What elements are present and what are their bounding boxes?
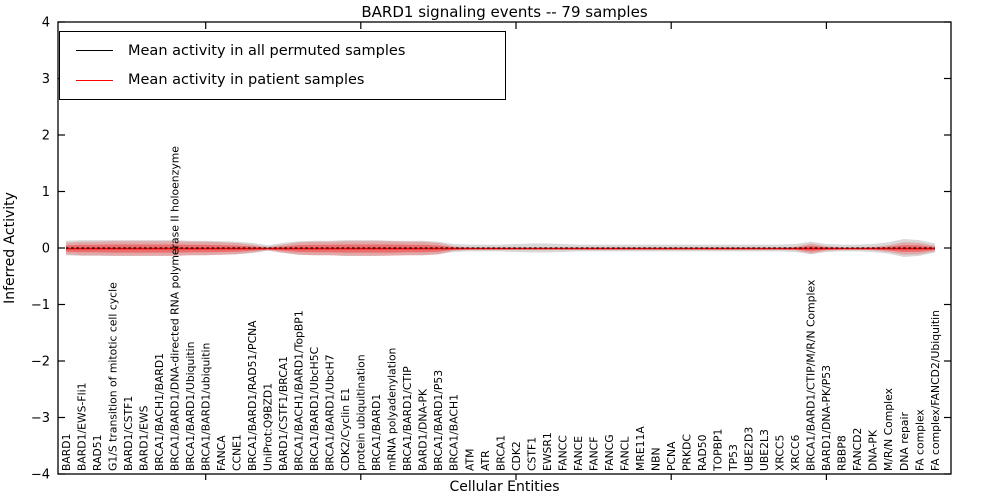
x-tick-label: FANCA [215, 435, 228, 471]
x-tick-label: RBBP8 [836, 435, 849, 471]
x-tick-label: CDK2 [510, 441, 523, 471]
x-tick-label: FANCD2 [851, 428, 864, 471]
x-tick-label: EWSR1 [541, 432, 554, 471]
x-tick-label: TOPBP1 [712, 429, 725, 472]
y-tick-label: 0 [42, 242, 50, 257]
x-tick-label: M/R/N Complex [882, 387, 895, 471]
x-tick-label: BRCA1/BACH1 [448, 394, 461, 471]
legend-item-patient: Mean activity in patient samples [60, 67, 505, 93]
y-tick-label: 2 [42, 129, 50, 144]
legend-line-patient-icon [76, 79, 113, 81]
x-tick-label: CSTF1 [525, 437, 538, 471]
x-tick-label: CDK2/Cyclin E1 [339, 388, 352, 471]
x-tick-label: BARD1/EWS [137, 405, 150, 471]
chart-title: BARD1 signaling events -- 79 samples [361, 3, 648, 21]
y-tick-label: −3 [31, 411, 50, 426]
x-tick-label: BARD1/DNA-PK/P53 [820, 365, 833, 471]
x-tick-label: PRKDC [681, 434, 694, 471]
y-tick-label: 1 [42, 185, 50, 200]
x-tick-label: G1/S transition of mitotic cell cycle [106, 282, 119, 471]
x-tick-label: MRE11A [634, 426, 647, 471]
y-tick-label: 4 [42, 16, 50, 31]
x-tick-label: UniProt:Q9BZD1 [262, 383, 275, 471]
x-tick-label: FA complex/FANCD2/Ubiquitin [929, 310, 942, 471]
x-tick-label: BRCA1/BARD1/UbcH5C [308, 347, 321, 471]
x-tick-label: UBE2L3 [758, 429, 771, 471]
x-tick-label: protein ubiquitination [355, 354, 368, 471]
x-tick-label: BRCA1/BARD1/DNA-directed RNA polymerase … [168, 146, 181, 471]
x-tick-label: mRNA polyadenylation [386, 348, 399, 471]
x-tick-label: BARD1 [60, 434, 73, 471]
x-tick-label: FANCL [618, 437, 631, 471]
x-tick-label: BRCA1 [494, 435, 507, 471]
x-tick-label: BRCA1/BARD1/ubiquitin [200, 343, 213, 471]
legend-item-permuted: Mean activity in all permuted samples [60, 38, 505, 64]
x-tick-label: BRCA1/BARD1/Ubiquitin [184, 342, 197, 471]
x-tick-label: BRCA1/BARD1/CTIP/M/R/N Complex [805, 279, 818, 471]
x-tick-label: ATM [463, 449, 476, 471]
x-axis-label: Cellular Entities [449, 479, 560, 495]
x-tick-label: XRCC6 [789, 435, 802, 471]
x-tick-label: BARD1/EWS-Fli1 [75, 383, 88, 471]
legend: Mean activity in all permuted samples Me… [59, 31, 506, 100]
x-tick-label: NBN [650, 447, 663, 471]
x-tick-label: BRCA1/BARD1/CTIP [401, 366, 414, 471]
x-tick-label: UBE2D3 [743, 427, 756, 471]
x-tick-label: DNA repair [898, 411, 911, 471]
x-tick-label: DNA-PK [867, 429, 880, 471]
x-tick-label: RAD51 [91, 434, 104, 471]
x-tick-label: FANCG [603, 434, 616, 471]
x-tick-label: BRCA1/BARD1 [370, 394, 383, 471]
x-tick-label: FANCE [572, 436, 585, 471]
x-tick-label: BRCA1/BACH1/BARD1 [153, 353, 166, 471]
legend-line-permuted-icon [76, 50, 113, 52]
x-tick-label: XRCC5 [774, 435, 787, 471]
x-tick-label: TP53 [727, 444, 740, 472]
x-tick-label: BRCA1/BACH1/BARD1/TopBP1 [293, 310, 306, 471]
x-tick-label: RAD50 [696, 434, 709, 471]
x-tick-label: BRCA1/BARD1/P53 [432, 370, 445, 471]
y-tick-label: −2 [31, 355, 50, 370]
x-tick-label: BARD1/CSTF1/BRCA1 [277, 356, 290, 471]
legend-label-patient: Mean activity in patient samples [128, 72, 365, 89]
y-tick-label: −1 [31, 298, 50, 313]
x-tick-label: BARD1/CSTF1 [122, 396, 135, 471]
x-tick-label: CCNE1 [231, 434, 244, 471]
x-tick-label: BARD1/DNA-PK [417, 388, 430, 471]
x-tick-label: PCNA [665, 441, 678, 471]
x-tick-label: BRCA1/BARD1/RAD51/PCNA [246, 320, 259, 471]
x-tick-label: ATR [479, 450, 492, 471]
x-tick-label: FANCF [587, 437, 600, 471]
x-tick-label: BRCA1/BARD1/UbcH7 [324, 354, 337, 471]
y-tick-label: 3 [42, 72, 50, 87]
y-tick-label: −4 [31, 468, 50, 483]
legend-label-permuted: Mean activity in all permuted samples [128, 42, 406, 59]
x-tick-label: FANCC [556, 435, 569, 471]
y-axis-label: Inferred Activity [2, 192, 18, 304]
x-tick-label: FA complex [913, 409, 926, 471]
